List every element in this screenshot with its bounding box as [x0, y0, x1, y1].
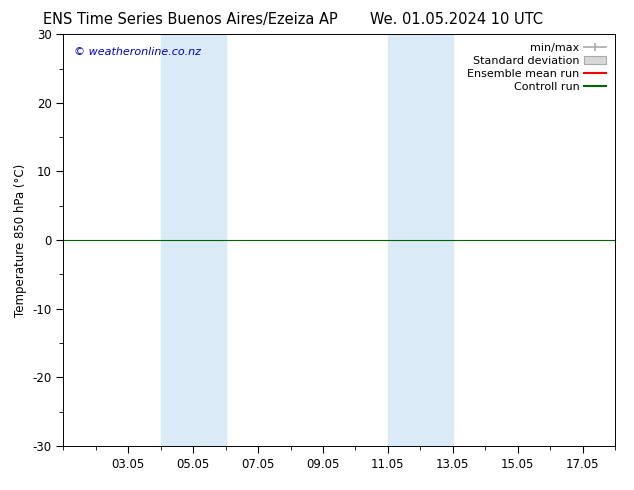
- Bar: [161, 34, 226, 446]
- Y-axis label: Temperature 850 hPa (°C): Temperature 850 hPa (°C): [14, 164, 27, 317]
- Text: ENS Time Series Buenos Aires/Ezeiza AP: ENS Time Series Buenos Aires/Ezeiza AP: [43, 12, 337, 27]
- Text: © weatheronline.co.nz: © weatheronline.co.nz: [74, 47, 202, 57]
- Text: We. 01.05.2024 10 UTC: We. 01.05.2024 10 UTC: [370, 12, 543, 27]
- Legend: min/max, Standard deviation, Ensemble mean run, Controll run: min/max, Standard deviation, Ensemble me…: [464, 40, 609, 95]
- Bar: [388, 34, 453, 446]
